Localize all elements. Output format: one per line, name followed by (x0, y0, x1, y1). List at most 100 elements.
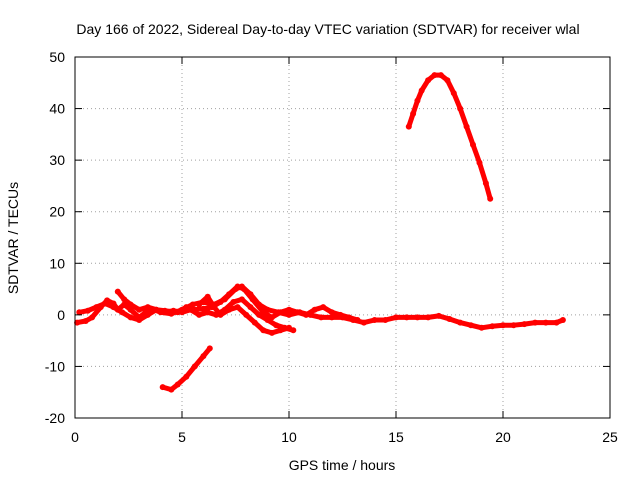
data-point (286, 324, 292, 331)
x-tick-label: 20 (495, 429, 511, 445)
data-point (121, 296, 128, 303)
data-point (320, 304, 327, 311)
data-point (559, 317, 566, 323)
data-point (457, 319, 464, 326)
data-point (249, 296, 256, 303)
data-point (542, 319, 549, 326)
data-point (179, 309, 185, 316)
data-point (183, 373, 190, 380)
data-point (393, 314, 399, 321)
data-point (241, 286, 248, 293)
data-point (311, 306, 318, 313)
x-tick-label: 5 (178, 429, 186, 445)
data-point (200, 305, 207, 312)
data-point (286, 306, 292, 313)
data-point (84, 307, 91, 314)
data-point (450, 90, 457, 97)
data-point (478, 324, 485, 331)
chart-title: Day 166 of 2022, Sidereal Day-to-day VTE… (76, 21, 579, 37)
y-tick-label: 0 (57, 307, 65, 323)
data-point (303, 311, 310, 318)
data-point (251, 319, 258, 326)
data-point (234, 283, 241, 290)
data-point (425, 314, 432, 321)
data-point (532, 319, 539, 326)
data-point (489, 323, 496, 330)
data-point (196, 301, 203, 308)
data-point (226, 306, 233, 313)
data-point (463, 123, 470, 130)
data-point (159, 384, 166, 391)
data-point (247, 304, 254, 311)
data-point (328, 309, 335, 316)
plot-frame (74, 56, 611, 419)
y-tick-label: 30 (49, 152, 65, 168)
data-point (371, 317, 378, 323)
x-tick-label: 15 (388, 429, 404, 445)
series-trace-c (115, 289, 296, 333)
data-point (168, 386, 175, 393)
data-point (457, 105, 464, 112)
data-point (328, 314, 335, 321)
data-point (360, 319, 367, 326)
data-point (418, 87, 425, 94)
data-point (127, 301, 134, 308)
data-point (354, 317, 361, 323)
x-tick-label: 25 (602, 429, 618, 445)
data-series (74, 72, 566, 393)
data-point (405, 123, 412, 130)
data-point (277, 309, 284, 316)
x-tick-label: 0 (71, 429, 79, 445)
data-point (74, 319, 81, 326)
data-point (467, 322, 474, 329)
x-axis-label: GPS time / hours (289, 457, 396, 473)
y-axis-label: SDTVAR / TECUs (5, 182, 21, 294)
data-point (136, 306, 143, 313)
axis-ticks: 0 5 10 15 20 25 -20 -10 0 10 20 30 40 50 (45, 49, 618, 445)
data-point (217, 311, 224, 318)
data-point (553, 319, 560, 326)
y-tick-label: 20 (49, 204, 65, 220)
data-point (127, 314, 134, 321)
data-point (444, 77, 451, 84)
data-point (110, 304, 117, 311)
data-point (403, 314, 410, 321)
y-tick-label: 40 (49, 101, 65, 117)
data-point (93, 304, 100, 311)
data-point (170, 307, 177, 314)
data-point (136, 317, 143, 323)
grid-lines (75, 57, 610, 418)
data-point (89, 314, 96, 321)
data-point (76, 309, 83, 316)
data-point (500, 322, 506, 329)
data-point (318, 314, 325, 321)
data-point (277, 327, 284, 334)
data-point (437, 72, 444, 79)
data-point (102, 300, 108, 307)
data-point (294, 309, 301, 316)
data-point (286, 311, 292, 318)
data-point (206, 345, 213, 352)
data-point (82, 318, 89, 324)
data-point (482, 180, 489, 187)
x-tick-label: 10 (281, 429, 297, 445)
data-point (174, 381, 181, 388)
data-point (161, 309, 168, 316)
data-point (204, 293, 211, 300)
data-point (337, 311, 344, 318)
data-point (153, 306, 160, 313)
data-point (510, 322, 517, 329)
data-point (211, 304, 218, 311)
data-point (114, 288, 121, 295)
data-point (414, 97, 421, 104)
data-point (487, 195, 494, 202)
data-point (264, 317, 271, 323)
data-point (191, 363, 198, 370)
data-point (217, 299, 224, 305)
data-point (200, 353, 207, 360)
y-tick-label: -10 (45, 358, 65, 374)
data-point (345, 314, 352, 321)
data-point (470, 141, 476, 148)
